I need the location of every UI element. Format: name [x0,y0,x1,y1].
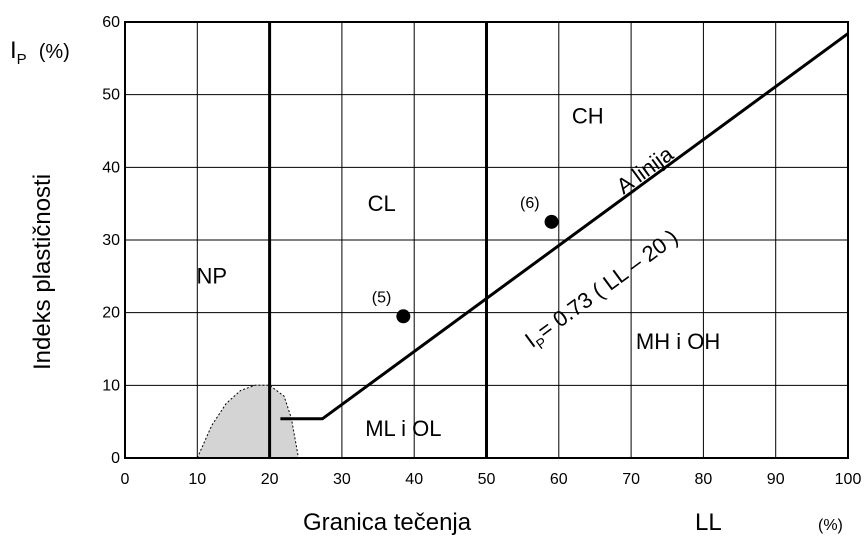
y-axis-symbol: IP (%) [10,37,70,68]
region-labels: NP CL CH ML i OL MH i OH [196,104,720,441]
x-tick-label-80: 80 [695,471,713,488]
region-label-np: NP [196,264,227,289]
y-tick-label-30: 30 [102,232,120,249]
x-tick-labels: 0 10 20 30 40 50 60 70 80 90 100 [121,471,862,488]
y-tick-label-50: 50 [102,87,120,104]
a-line-label: A linija [612,141,679,199]
y-tick-label-10: 10 [102,377,120,394]
x-tick-label-20: 20 [261,471,279,488]
y-axis-title: Indeks plastičnosti [29,174,56,370]
region-label-ml-i-ol: ML i OL [365,416,441,441]
x-axis-unit: (%) [818,517,843,534]
x-tick-label-60: 60 [550,471,568,488]
boundary-lines [268,22,488,458]
x-tick-label-40: 40 [405,471,423,488]
y-symbol: I [10,37,17,64]
y-tick-labels: 0 10 20 30 40 50 60 [102,14,120,467]
data-point-6 [544,214,559,229]
data-point-label: (5) [372,289,392,306]
x-tick-label-0: 0 [121,471,130,488]
a-line [280,32,849,421]
data-point-5 [396,309,411,324]
x-tick-label-30: 30 [333,471,351,488]
region-label-mh-i-oh: MH i OH [636,329,720,354]
x-tick-label-50: 50 [478,471,496,488]
x-tick-label-100: 100 [835,471,862,488]
y-tick-label-40: 40 [102,159,120,176]
region-label-ch: CH [572,104,604,129]
x-tick-label-70: 70 [622,471,640,488]
x-tick-label-10: 10 [188,471,206,488]
shaded-region [196,384,300,459]
region-label-cl: CL [368,191,396,216]
y-tick-label-60: 60 [102,14,120,31]
data-point-label: (6) [520,195,540,212]
y-symbol-subscript: P [17,51,27,68]
x-axis-symbol: LL [695,509,722,536]
y-unit: (%) [39,41,70,63]
y-tick-label-0: 0 [111,450,120,467]
y-tick-label-20: 20 [102,305,120,322]
data-points: (5) (6) [372,195,559,324]
x-axis-title: Granica tečenja [303,509,472,536]
x-tick-label-90: 90 [767,471,785,488]
a-line-eq-rest: = 0.73 ( LL – 20 ) [533,224,683,343]
